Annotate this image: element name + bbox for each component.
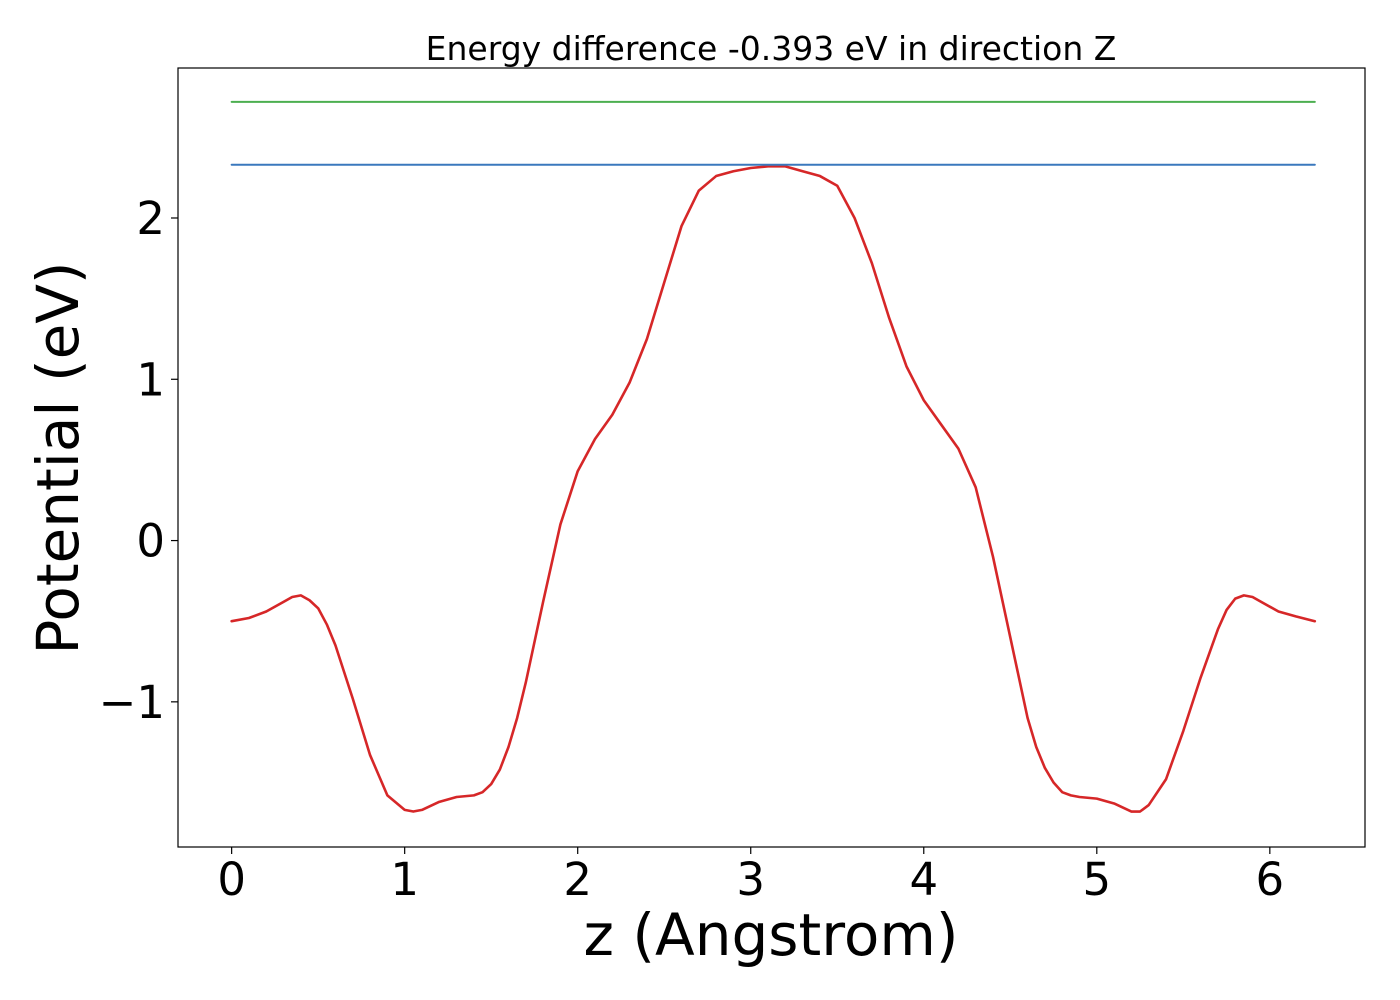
x-tick-label: 0 [217, 853, 246, 906]
y-tick-label: 1 [136, 353, 165, 406]
x-tick-label: 5 [1082, 853, 1111, 906]
y-axis-title: Potential (eV) [24, 261, 92, 654]
x-tick-label: 2 [563, 853, 592, 906]
series-layer [230, 100, 1317, 813]
x-tick-label: 4 [909, 853, 938, 906]
x-axis-title: z (Angstrom) [584, 901, 959, 969]
x-tick-label: 3 [736, 853, 765, 906]
y-tick-label: 0 [136, 515, 165, 568]
plot-frame [177, 67, 1366, 848]
x-axis-ticks: 0 1 2 3 4 5 6 [217, 847, 1284, 906]
chart-title: Energy difference -0.393 eV in direction… [426, 29, 1117, 68]
x-tick-label: 1 [390, 853, 419, 906]
x-tick-label: 6 [1256, 853, 1285, 906]
series-line-1 [230, 165, 1317, 813]
y-axis-ticks: −1 0 1 2 [99, 192, 178, 729]
y-tick-label: 2 [136, 192, 165, 245]
y-tick-label: −1 [99, 676, 165, 729]
